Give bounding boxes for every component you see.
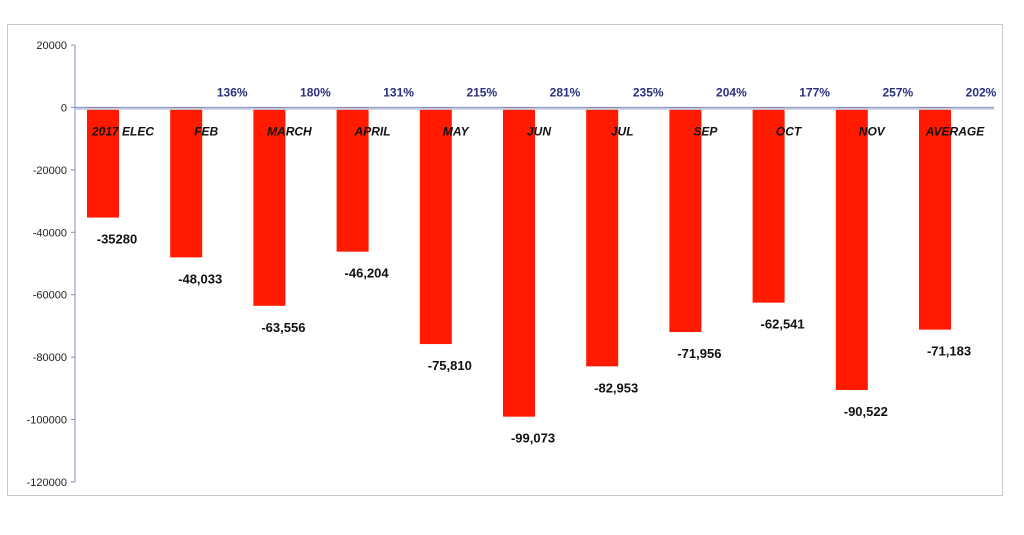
data-label: -63,556 [261,320,305,335]
category-label: APRIL [354,124,391,138]
bar [253,107,286,306]
y-tick-label: -20000 [33,165,67,177]
y-tick-label: -120000 [27,477,67,489]
category-label: 2017 ELEC [91,124,154,138]
percent-label: 180% [300,85,331,99]
bar [835,107,868,390]
bar [586,107,619,367]
y-tick-label: -40000 [33,227,67,239]
data-label: -35280 [97,232,137,247]
data-label: -62,541 [761,317,805,332]
category-label: MAY [443,124,470,138]
bar-chart: 20000 0 -20000 -40000 -60000 -80000 -100000 -12… [27,40,997,489]
percent-label: 136% [217,85,248,99]
category-label: SEP [693,124,718,138]
y-tick-label: -80000 [33,352,67,364]
bar [919,107,951,330]
category-label: OCT [776,124,803,138]
bar [669,107,702,333]
category-label: JUL [611,124,634,138]
bar [419,107,452,345]
percent-label: 257% [882,85,913,99]
data-label: -71,956 [677,346,721,361]
data-label: -90,522 [844,404,888,419]
bar [752,107,785,303]
data-label: -48,033 [178,271,222,286]
data-label: -99,073 [511,431,555,446]
percent-label: 177% [799,85,830,99]
bar [170,107,203,258]
percent-label: 215% [466,85,497,99]
y-tick-label: 20000 [36,40,67,52]
y-tick-label: 0 [61,102,67,114]
percent-label: 281% [550,85,581,99]
data-label: -82,953 [594,380,638,395]
category-label: MARCH [267,124,312,138]
percent-label: 204% [716,85,747,99]
category-label: FEB [194,124,218,138]
bar [87,107,119,218]
percent-label: 131% [383,85,414,99]
data-label: -71,183 [927,344,971,359]
chart-frame: 20000 0 -20000 -40000 -60000 -80000 -100000 -12… [7,24,1003,496]
bar [503,107,535,417]
bar [336,107,369,252]
y-tick-label: -60000 [33,290,67,302]
data-label: -75,810 [428,358,472,373]
category-label: NOV [859,124,886,138]
percent-label: 202% [966,85,997,99]
category-label: AVERAGE [925,124,985,138]
y-tick-label: -100000 [27,415,67,427]
percent-label: 235% [633,85,664,99]
category-label: JUN [527,124,551,138]
data-label: -46,204 [345,266,390,281]
